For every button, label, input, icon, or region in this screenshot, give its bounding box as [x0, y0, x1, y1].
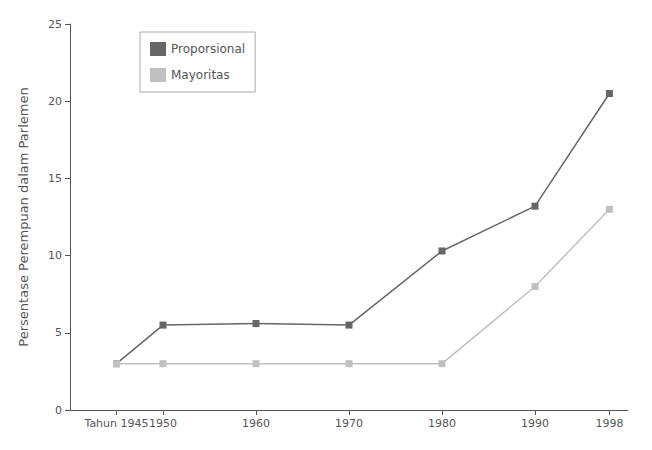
svg-text:Persentase Perempuan dalam Par: Persentase Perempuan dalam Parlemen	[16, 87, 31, 346]
svg-text:Proporsional: Proporsional	[171, 42, 245, 56]
svg-text:15: 15	[48, 172, 62, 185]
svg-text:1970: 1970	[335, 417, 363, 430]
svg-text:20: 20	[48, 95, 62, 108]
svg-text:Tahun 1945: Tahun 1945	[83, 417, 148, 430]
svg-text:1950: 1950	[149, 417, 177, 430]
svg-text:Mayoritas: Mayoritas	[171, 68, 230, 82]
svg-text:1980: 1980	[428, 417, 456, 430]
svg-text:1990: 1990	[521, 417, 549, 430]
svg-text:25: 25	[48, 18, 62, 31]
svg-text:5: 5	[55, 326, 62, 339]
svg-text:10: 10	[48, 249, 62, 262]
svg-text:0: 0	[55, 404, 62, 417]
svg-text:1998: 1998	[595, 417, 623, 430]
svg-text:1960: 1960	[242, 417, 270, 430]
